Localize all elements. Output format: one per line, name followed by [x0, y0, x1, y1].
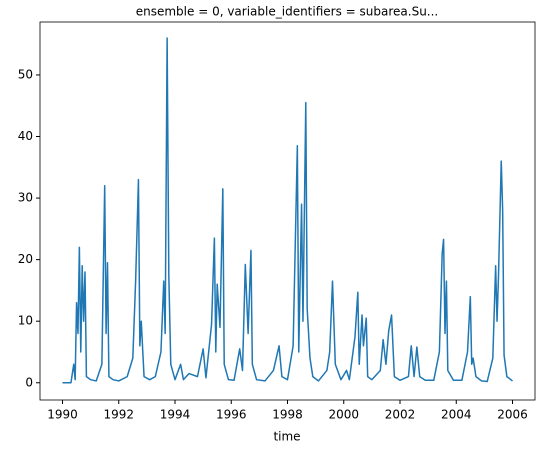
data-line	[62, 37, 513, 384]
x-tick-label: 1998	[272, 408, 303, 422]
x-tick-label: 2002	[385, 408, 416, 422]
y-tick-label: 20	[18, 252, 33, 266]
x-tick-label: 1994	[160, 408, 191, 422]
plot-frame	[39, 21, 536, 401]
x-tick-label: 2000	[328, 408, 359, 422]
x-tick-label: 1992	[103, 408, 134, 422]
y-tick-label: 50	[18, 67, 33, 81]
y-tick-label: 10	[18, 314, 33, 328]
x-tick-label: 2006	[497, 408, 528, 422]
chart-title: ensemble = 0, variable_identifiers = sub…	[136, 5, 439, 19]
x-tick-label: 2004	[441, 408, 472, 422]
y-tick-label: 40	[18, 129, 33, 143]
x-tick-label: 1990	[47, 408, 78, 422]
x-axis-label: time	[273, 430, 300, 444]
y-tick-label: 0	[25, 375, 33, 389]
y-tick-label: 30	[18, 191, 33, 205]
x-tick-label: 1996	[216, 408, 247, 422]
